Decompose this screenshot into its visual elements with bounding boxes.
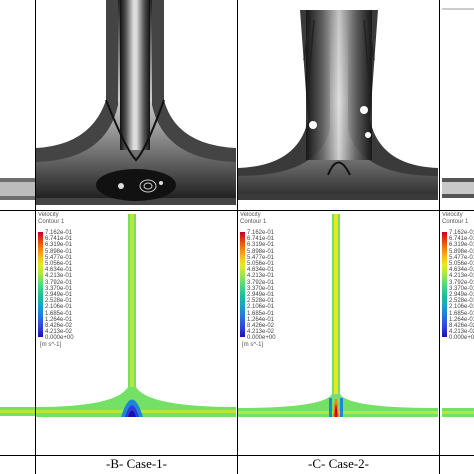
caption-case-2: -C- Case-2-: [307, 456, 369, 471]
legend-tick-label: 1.685e-01: [449, 310, 474, 317]
legend-tick-label: 8.426e-02: [449, 323, 474, 329]
legend-tick-label: 2.106e-01: [247, 304, 275, 311]
legend-title: Velocity: [442, 212, 463, 218]
legend-tick-label: 4.213e-01: [247, 273, 275, 280]
legend-tick-label: 3.792e-01: [45, 279, 73, 286]
legend-tick-label: 4.634e-01: [45, 267, 73, 274]
legend-tick-label: 4.213e-01: [449, 273, 474, 280]
panel-d-streamline-svg: [440, 0, 474, 210]
legend-tick-label: 8.426e-02: [247, 323, 275, 329]
legend-tick-label: 3.370e-01: [247, 285, 275, 292]
grid-line: [237, 0, 238, 474]
legend-tick-label: 2.528e-01: [449, 298, 474, 305]
legend-tick-label: 3.370e-01: [45, 285, 73, 292]
panel-c-contour: Velocity Contour 1 7.162e-01 6.741e-01 6.3…: [238, 212, 438, 455]
panel-b-contour: Velocity Contour 1 7.162e-01 6.741e-01 6.3…: [36, 212, 236, 455]
legend-tick-label: 6.319e-01: [45, 242, 73, 249]
legend-tick-label: 5.898e-01: [247, 248, 275, 255]
panel-d-contour-svg: [442, 408, 474, 417]
grid-line: [439, 0, 440, 474]
legend-tick-label: 5.056e-01: [247, 261, 275, 267]
legend-tick-label: 1.264e-01: [45, 316, 73, 323]
legend-tick-label: 0.000e+00: [449, 335, 474, 342]
legend-tick-label: 6.741e-01: [449, 236, 474, 243]
legend-tick-label: 3.792e-01: [247, 279, 275, 286]
legend-tick-label: 4.213e-01: [45, 273, 73, 280]
panel-a-streamline: [0, 0, 35, 210]
legend-tick-label: 5.898e-01: [45, 248, 73, 255]
legend-tick-label: 1.264e-01: [449, 316, 474, 323]
panel-c-streamline-svg: [238, 0, 438, 210]
legend-tick-label: 6.319e-01: [247, 242, 275, 249]
legend-tick-label: 2.528e-01: [247, 298, 275, 305]
legend-tick-label: 2.949e-01: [449, 292, 474, 298]
legend-colorbar: [240, 232, 245, 337]
panel-c-contour-svg: [238, 214, 438, 417]
legend-tick-label: 7.162e-01: [247, 230, 275, 236]
legend-tick-label: 4.213e-02: [247, 329, 275, 336]
panel-c-streamline: [238, 0, 438, 210]
legend-tick-label: 1.685e-01: [45, 310, 73, 317]
legend-tick-label: 7.162e-01: [45, 230, 73, 236]
panel-a-contour-svg: [0, 407, 35, 416]
legend-tick-label: 2.949e-01: [247, 292, 275, 298]
legend-tick-label: 8.426e-02: [45, 323, 73, 329]
legend-tick-label: 4.213e-02: [449, 329, 474, 336]
panel-d-contour: Velocity Contour 1 7.162e-01 6.741e-01 6.3…: [440, 212, 474, 455]
legend-subtitle: Contour 1: [38, 219, 65, 225]
legend-colorbar: [38, 232, 43, 337]
legend-tick-label: 7.162e-01: [449, 230, 474, 236]
legend-tick-label: 5.056e-01: [45, 261, 73, 267]
panel-b-streamline: [36, 0, 236, 210]
panel-b-contour-svg: [36, 214, 236, 417]
legend-title: Velocity: [240, 212, 261, 218]
legend-tick-label: 0.000e+00: [247, 335, 276, 342]
legend-tick-label: 4.634e-01: [247, 267, 275, 274]
legend-tick-label: 5.477e-01: [45, 254, 73, 261]
legend-tick-label: 0.000e+00: [45, 335, 74, 342]
caption-case-1: -B- Case-1-: [105, 456, 167, 471]
legend-tick-label: 6.319e-01: [449, 242, 474, 249]
legend-unit: [m s^-1]: [242, 342, 264, 348]
legend-tick-label: 4.213e-02: [45, 329, 73, 336]
legend-subtitle: Contour 1: [240, 219, 267, 225]
legend-tick-label: 2.528e-01: [45, 298, 73, 305]
legend-title: Velocity: [38, 212, 59, 218]
legend-unit: [m s^-1]: [40, 342, 62, 348]
legend-subtitle: Contour 1: [442, 219, 469, 225]
grid-line: [35, 0, 36, 474]
legend-tick-label: 3.370e-01: [449, 285, 474, 292]
legend-tick-label: 5.898e-01: [449, 248, 474, 255]
legend-tick-label: 5.477e-01: [247, 254, 275, 261]
legend-tick-label: 5.477e-01: [449, 254, 474, 261]
panel-a-contour: [0, 212, 35, 455]
legend-tick-label: 6.741e-01: [45, 236, 73, 243]
panel-b-streamline-svg: [36, 0, 236, 210]
panel-a-streamline-svg: [0, 0, 35, 210]
legend-tick-label: 6.741e-01: [247, 236, 275, 243]
legend-tick-label: 2.106e-01: [45, 304, 73, 311]
panel-d-streamline: [440, 0, 474, 210]
legend-tick-label: 1.264e-01: [247, 316, 275, 323]
legend-colorbar: [442, 232, 447, 337]
legend-tick-label: 2.949e-01: [45, 292, 73, 298]
legend-tick-label: 4.634e-01: [449, 267, 474, 274]
legend-tick-label: 2.106e-01: [449, 304, 474, 311]
legend-tick-label: 5.056e-01: [449, 261, 474, 267]
legend-tick-label: 1.685e-01: [247, 310, 275, 317]
legend-tick-label: 3.792e-01: [449, 279, 474, 286]
